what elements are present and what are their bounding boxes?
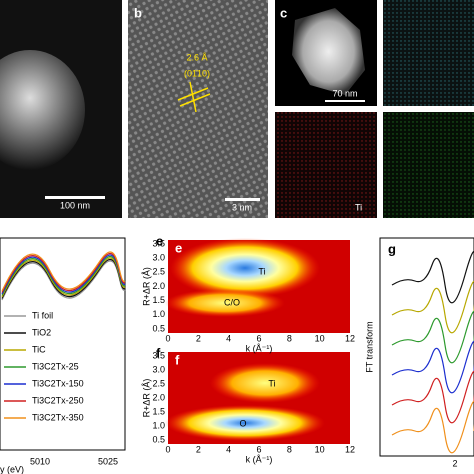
scale-label: 3 nm xyxy=(232,202,252,212)
map-o xyxy=(383,112,474,218)
y-axis-label: R+ΔR (Å) xyxy=(141,267,151,306)
legend-label: TiC xyxy=(32,344,46,354)
x-tick-label: 2 xyxy=(196,444,201,454)
x-tick-label: 4 xyxy=(226,333,231,343)
y-tick-label: 3.0 xyxy=(152,253,165,263)
x-tick-label: 2 xyxy=(452,458,457,468)
ft-curve xyxy=(391,340,474,394)
legend-label: Ti foil xyxy=(32,310,53,320)
legend-label: Ti3C2Tx-250 xyxy=(32,395,84,405)
spectrum xyxy=(1,251,126,292)
axes-g xyxy=(379,237,474,457)
x-tick-label: 10 xyxy=(315,333,325,343)
particle xyxy=(0,50,85,170)
x-tick-label: 6 xyxy=(256,333,261,343)
y-tick-label: 3.5 xyxy=(152,350,165,360)
y-tick-label: 2.0 xyxy=(152,392,165,402)
element-label: Ti xyxy=(355,202,362,212)
panel-label-inset: f xyxy=(175,352,180,367)
panel-label: g xyxy=(388,241,396,256)
peak-label: Ti xyxy=(258,266,265,276)
legend-label: Ti3C2Tx-150 xyxy=(32,378,84,388)
scale-label: 70 nm xyxy=(332,88,357,98)
ft-curve xyxy=(391,280,474,334)
peak-label: O xyxy=(239,418,246,428)
x-axis-label: k (Å⁻¹) xyxy=(246,454,273,464)
x-tick-label: 10 xyxy=(315,444,325,454)
x-tick-label: 12 xyxy=(345,444,355,454)
scale-label: 100 nm xyxy=(60,200,90,210)
x-tick-label: 8 xyxy=(287,444,292,454)
wavelet-peak xyxy=(170,238,320,298)
ft-curve xyxy=(391,310,474,364)
panel-label: c xyxy=(280,5,287,20)
y-tick-label: 2.0 xyxy=(152,281,165,291)
panel-label-inset: e xyxy=(175,240,182,255)
x-tick-label: 0 xyxy=(165,333,170,343)
annotation: (01̄10) xyxy=(184,68,210,78)
x-tick-label: 5010 xyxy=(30,456,50,466)
particle xyxy=(292,8,365,95)
x-axis-label: y (eV) xyxy=(0,464,24,474)
map-c xyxy=(383,0,474,106)
x-tick-label: 8 xyxy=(287,333,292,343)
y-tick-label: 0.5 xyxy=(152,434,165,444)
y-tick-label: 1.0 xyxy=(152,420,165,430)
panel-label: f xyxy=(156,345,161,360)
x-axis-label: k (Å⁻¹) xyxy=(246,343,273,353)
y-axis-label: FT transform xyxy=(364,321,374,372)
legend-label: Ti3C2Tx-25 xyxy=(32,361,79,371)
map-ti xyxy=(275,112,377,218)
y-axis-label: R+ΔR (Å) xyxy=(141,379,151,418)
peak-label: C/O xyxy=(224,297,240,307)
ft-curve xyxy=(391,250,474,304)
ft-curve xyxy=(391,370,474,424)
y-tick-label: 2.5 xyxy=(152,378,165,388)
scale-bar xyxy=(45,196,105,199)
scale-bar xyxy=(325,100,365,102)
y-tick-label: 1.0 xyxy=(152,309,165,319)
lattice-marker xyxy=(177,81,211,113)
wavelet-peak xyxy=(165,289,285,317)
axes-d xyxy=(0,237,126,451)
legend-label: TiO2 xyxy=(32,327,51,337)
y-tick-label: 1.5 xyxy=(152,295,165,305)
x-tick-label: 5025 xyxy=(98,456,118,466)
peak-label: Ti xyxy=(268,378,275,388)
x-tick-label: 4 xyxy=(226,444,231,454)
wavelet-peak xyxy=(165,405,325,441)
x-tick-label: 0 xyxy=(165,444,170,454)
x-tick-label: 6 xyxy=(256,444,261,454)
image-b xyxy=(128,0,268,218)
ft-curve xyxy=(391,400,474,454)
y-tick-label: 3.5 xyxy=(152,238,165,248)
x-tick-label: 12 xyxy=(345,333,355,343)
panel-label: b xyxy=(134,5,142,20)
y-tick-label: 3.0 xyxy=(152,364,165,374)
scale-bar xyxy=(225,198,260,201)
x-tick-label: 2 xyxy=(196,333,201,343)
annotation: 2.6 Å xyxy=(186,52,207,62)
wavelet-peak xyxy=(210,363,320,403)
y-tick-label: 2.5 xyxy=(152,267,165,277)
y-tick-label: 0.5 xyxy=(152,323,165,333)
y-tick-label: 1.5 xyxy=(152,406,165,416)
legend-label: Ti3C2Tx-350 xyxy=(32,412,84,422)
panel-label: e xyxy=(156,233,163,248)
